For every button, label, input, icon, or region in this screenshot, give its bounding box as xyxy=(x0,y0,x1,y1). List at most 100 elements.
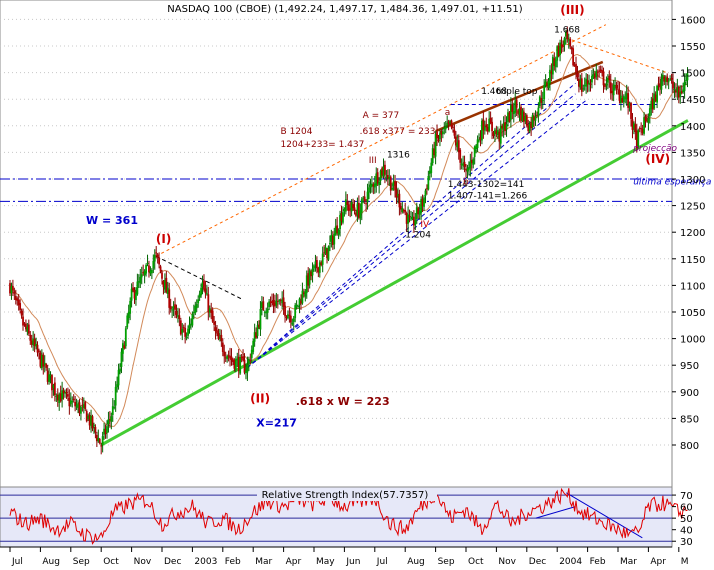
candle-body xyxy=(663,76,666,82)
candle-body xyxy=(373,183,376,188)
candle-body xyxy=(394,181,396,191)
candle-body xyxy=(100,445,103,447)
time-tick-label: May xyxy=(316,557,335,567)
candle-body xyxy=(152,260,155,269)
time-tick-label: 2004 xyxy=(559,557,582,567)
candle-body xyxy=(253,332,256,342)
time-tick-label: Oct xyxy=(103,557,119,567)
candle-body xyxy=(469,161,472,169)
candle-body xyxy=(453,129,456,136)
price-tick-label: 1250 xyxy=(680,202,705,213)
candle-body xyxy=(482,119,485,131)
candle-body xyxy=(547,81,550,88)
candle-body xyxy=(496,130,499,136)
candle-body xyxy=(669,79,672,81)
price-tick-label: 1300 xyxy=(680,175,705,186)
candle-body xyxy=(440,130,443,135)
candle-body xyxy=(657,83,660,85)
candle-body xyxy=(59,393,62,402)
candle-body xyxy=(153,254,156,262)
candle-body xyxy=(405,213,408,224)
candle-body xyxy=(618,89,621,101)
candle-body xyxy=(344,199,347,212)
candle-body xyxy=(357,202,360,218)
candle-body xyxy=(467,167,470,170)
candle-body xyxy=(324,247,327,254)
candle-body xyxy=(499,126,502,144)
candle-body xyxy=(430,162,433,174)
candle-body xyxy=(523,111,525,122)
candle-body xyxy=(371,183,373,187)
candle-body xyxy=(439,133,441,140)
rsi-title-text: Relative Strength Index(57.7357) xyxy=(262,490,429,501)
candle-body xyxy=(317,267,320,273)
time-tick-label: Nov xyxy=(498,557,516,567)
candle-body xyxy=(428,170,431,174)
wave-annotation: 1.443-1302=141 xyxy=(448,180,525,190)
candle-body xyxy=(627,93,630,108)
candle-body xyxy=(353,207,356,211)
candle-body xyxy=(495,130,498,134)
candle-body xyxy=(643,117,645,134)
candle-body xyxy=(307,273,310,286)
candle-body xyxy=(585,78,588,87)
candle-body xyxy=(517,110,520,114)
candle-body xyxy=(408,216,411,218)
candle-body xyxy=(234,359,237,371)
candle-body xyxy=(621,98,624,103)
candle-body xyxy=(589,83,592,85)
candle-body xyxy=(46,370,49,382)
candle-body xyxy=(36,344,39,353)
candle-body xyxy=(185,337,188,339)
candle-body xyxy=(433,148,436,156)
candle-body xyxy=(318,262,321,273)
wave-annotation: III xyxy=(369,156,377,166)
candle-body xyxy=(443,127,446,129)
price-tick-label: 1500 xyxy=(680,69,705,80)
candle-body xyxy=(75,405,78,407)
candle-body xyxy=(178,315,181,319)
candle-body xyxy=(227,355,230,357)
candle-body xyxy=(530,122,533,129)
candle-body xyxy=(679,91,682,97)
candle-body xyxy=(342,212,344,223)
candle-body xyxy=(32,338,35,346)
candle-body xyxy=(161,272,163,279)
candle-body xyxy=(423,197,425,207)
candle-body xyxy=(327,246,330,260)
candle-body xyxy=(285,316,288,318)
candle-body xyxy=(641,128,644,134)
candle-body xyxy=(40,355,43,369)
candle-body xyxy=(417,208,420,215)
candle-body xyxy=(580,78,583,92)
candle-body xyxy=(224,357,227,359)
candle-body xyxy=(260,302,263,309)
candle-body xyxy=(389,176,392,191)
trendline xyxy=(435,60,604,133)
candle-body xyxy=(195,303,198,309)
candle-body xyxy=(661,74,664,79)
candle-body xyxy=(457,140,460,153)
price-tick-label: 1550 xyxy=(680,42,705,53)
candle-body xyxy=(300,300,302,304)
candle-body xyxy=(366,191,369,203)
candle-body xyxy=(449,121,451,124)
candle-body xyxy=(301,290,304,304)
time-tick-label: Feb xyxy=(590,557,606,567)
candle-body xyxy=(528,123,531,132)
candle-body xyxy=(330,234,333,242)
price-tick-label: 850 xyxy=(680,414,699,425)
candle-body xyxy=(379,170,382,181)
candle-body xyxy=(188,324,191,329)
candle-body xyxy=(360,199,363,213)
candle-body xyxy=(634,124,637,132)
candle-body xyxy=(365,203,368,205)
candle-body xyxy=(14,296,17,300)
candle-body xyxy=(263,311,266,313)
main-price-axis: 800 850 900 950 1000 1050 1100 1150 1200 1250 1300… xyxy=(672,15,705,452)
candle-body xyxy=(262,301,265,310)
candle-body xyxy=(564,32,567,37)
candle-body xyxy=(179,320,182,335)
candle-body xyxy=(450,120,453,128)
